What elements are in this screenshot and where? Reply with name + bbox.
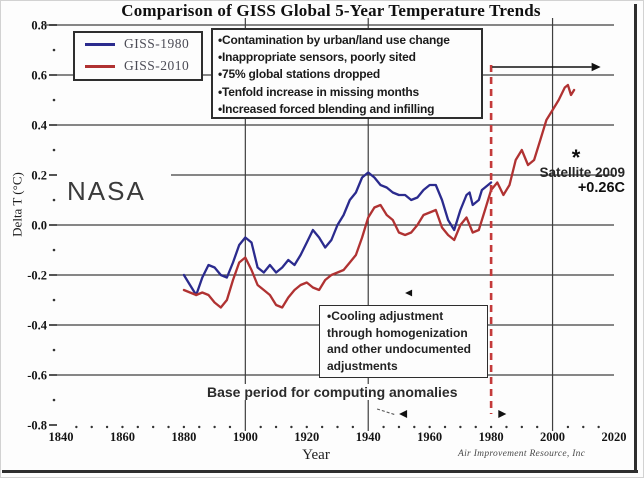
y-tick-label: 0.4 bbox=[31, 119, 47, 133]
x-minor-tick bbox=[566, 425, 570, 429]
cooling-annotation-line: through homogenization bbox=[327, 325, 468, 340]
y-tick-label: 0.8 bbox=[31, 19, 47, 33]
satellite-label: Satellite 2009 bbox=[539, 165, 625, 180]
legend-line-swatch bbox=[85, 64, 115, 68]
image-right-border bbox=[634, 4, 637, 471]
x-minor-tick bbox=[198, 425, 201, 429]
base-period-connector bbox=[376, 408, 397, 416]
legend-item: GISS-2010 bbox=[75, 55, 201, 77]
nasa-label: NASA bbox=[67, 176, 146, 206]
y-minor-tick bbox=[52, 248, 56, 252]
x-minor-tick bbox=[274, 425, 278, 429]
y-tick-label: -0.6 bbox=[27, 369, 47, 383]
x-minor-tick bbox=[290, 425, 293, 429]
x-minor-tick bbox=[259, 425, 262, 429]
y-tick-label: 0.2 bbox=[31, 169, 47, 183]
x-minor-tick bbox=[505, 425, 508, 429]
y-minor-tick bbox=[52, 398, 56, 402]
issues-annotation-line: •Inappropriate sensors, poorly sited bbox=[218, 50, 416, 65]
x-minor-tick bbox=[474, 425, 477, 429]
image-bottom-border bbox=[2, 470, 638, 473]
x-minor-tick bbox=[182, 425, 186, 429]
x-minor-tick bbox=[489, 425, 493, 429]
x-axis-label: Year bbox=[302, 447, 330, 463]
satellite-annotation: Satellite 2009 +0.26C bbox=[499, 165, 625, 196]
issues-annotation-box: •Contamination by urban/land use change •… bbox=[211, 28, 483, 119]
x-minor-tick bbox=[582, 425, 585, 429]
cooling-annotation-box: •Cooling adjustment through homogenizatio… bbox=[319, 305, 488, 378]
x-minor-tick bbox=[413, 425, 416, 429]
x-minor-tick bbox=[351, 425, 355, 429]
satellite-asterisk-marker: * bbox=[571, 145, 581, 170]
x-minor-tick bbox=[105, 425, 109, 429]
y-minor-tick bbox=[52, 148, 56, 152]
cooling-annotation-line: •Cooling adjustment bbox=[327, 309, 444, 323]
x-minor-tick bbox=[597, 425, 600, 429]
legend-label: GISS-2010 bbox=[124, 58, 190, 73]
x-minor-tick bbox=[443, 425, 447, 429]
base-period-right-arrow bbox=[498, 410, 507, 418]
watermark-credit: Air Improvement Resource, Inc bbox=[458, 449, 586, 459]
y-tick-label: -0.4 bbox=[27, 319, 48, 333]
x-minor-tick bbox=[228, 425, 232, 429]
issues-annotation-line: •75% global stations dropped bbox=[218, 67, 380, 82]
x-tick-label: 1940 bbox=[356, 430, 381, 444]
issues-annotation-line: •Tenfold increase in missing months bbox=[218, 84, 420, 99]
y-minor-tick bbox=[52, 348, 56, 352]
x-tick-label: 1960 bbox=[417, 430, 442, 444]
x-tick-label: 1880 bbox=[171, 430, 196, 444]
issues-annotation-line: •Increased forced blending and infilling bbox=[218, 101, 435, 116]
x-tick-label: 2000 bbox=[540, 430, 565, 444]
base-period-label: Base period for computing anomalies bbox=[204, 384, 461, 400]
x-minor-tick bbox=[336, 425, 339, 429]
post-1980-arrow-head bbox=[591, 62, 601, 72]
cooling-annotation-line: and other undocumented bbox=[327, 342, 471, 356]
x-minor-tick bbox=[535, 425, 539, 429]
x-tick-label: 1980 bbox=[479, 430, 504, 444]
x-minor-tick bbox=[520, 425, 524, 429]
y-tick-label: -0.8 bbox=[27, 419, 47, 433]
base-period-left-arrow bbox=[399, 410, 408, 418]
y-tick-label: -0.2 bbox=[27, 269, 47, 283]
x-tick-label: 1840 bbox=[49, 430, 74, 444]
x-minor-tick bbox=[459, 425, 462, 429]
legend-label: GISS-1980 bbox=[124, 36, 190, 51]
x-minor-tick bbox=[136, 425, 140, 429]
legend-line-swatch bbox=[85, 42, 115, 46]
y-tick-label: 0.0 bbox=[31, 219, 47, 233]
cooling-annotation-line: adjustments bbox=[327, 358, 398, 373]
x-tick-label: 1900 bbox=[233, 430, 258, 444]
x-minor-tick bbox=[90, 425, 93, 429]
x-minor-tick bbox=[75, 425, 78, 429]
series-line-giss-1980 bbox=[182, 171, 493, 297]
chart-title: Comparison of GISS Global 5-Year Tempera… bbox=[121, 1, 541, 20]
x-minor-tick bbox=[320, 425, 324, 429]
x-minor-tick bbox=[305, 425, 308, 429]
x-minor-tick bbox=[213, 425, 216, 429]
x-minor-tick bbox=[167, 425, 170, 429]
x-minor-tick bbox=[121, 425, 124, 429]
x-minor-tick bbox=[382, 425, 385, 429]
y-minor-tick bbox=[52, 198, 56, 202]
satellite-value: +0.26C bbox=[577, 180, 625, 196]
legend-item: GISS-1980 bbox=[75, 33, 201, 55]
y-tick-label: 0.6 bbox=[31, 69, 47, 83]
x-tick-label: 1920 bbox=[294, 430, 319, 444]
curve-pointer-arrow bbox=[405, 289, 413, 297]
y-minor-tick bbox=[52, 98, 56, 102]
x-tick-label: 1860 bbox=[110, 430, 135, 444]
issues-annotation-line: •Contamination by urban/land use change bbox=[218, 33, 450, 47]
y-axis-label: Delta T (°C) bbox=[9, 172, 25, 237]
legend-box: GISS-1980 GISS-2010 bbox=[73, 31, 203, 81]
x-tick-label: 2020 bbox=[602, 430, 627, 444]
x-minor-tick bbox=[151, 425, 155, 429]
y-minor-tick bbox=[52, 298, 56, 302]
x-minor-tick bbox=[428, 425, 431, 429]
series-line-giss-2010 bbox=[182, 83, 576, 309]
x-minor-tick bbox=[397, 425, 401, 429]
y-minor-tick bbox=[52, 48, 56, 52]
